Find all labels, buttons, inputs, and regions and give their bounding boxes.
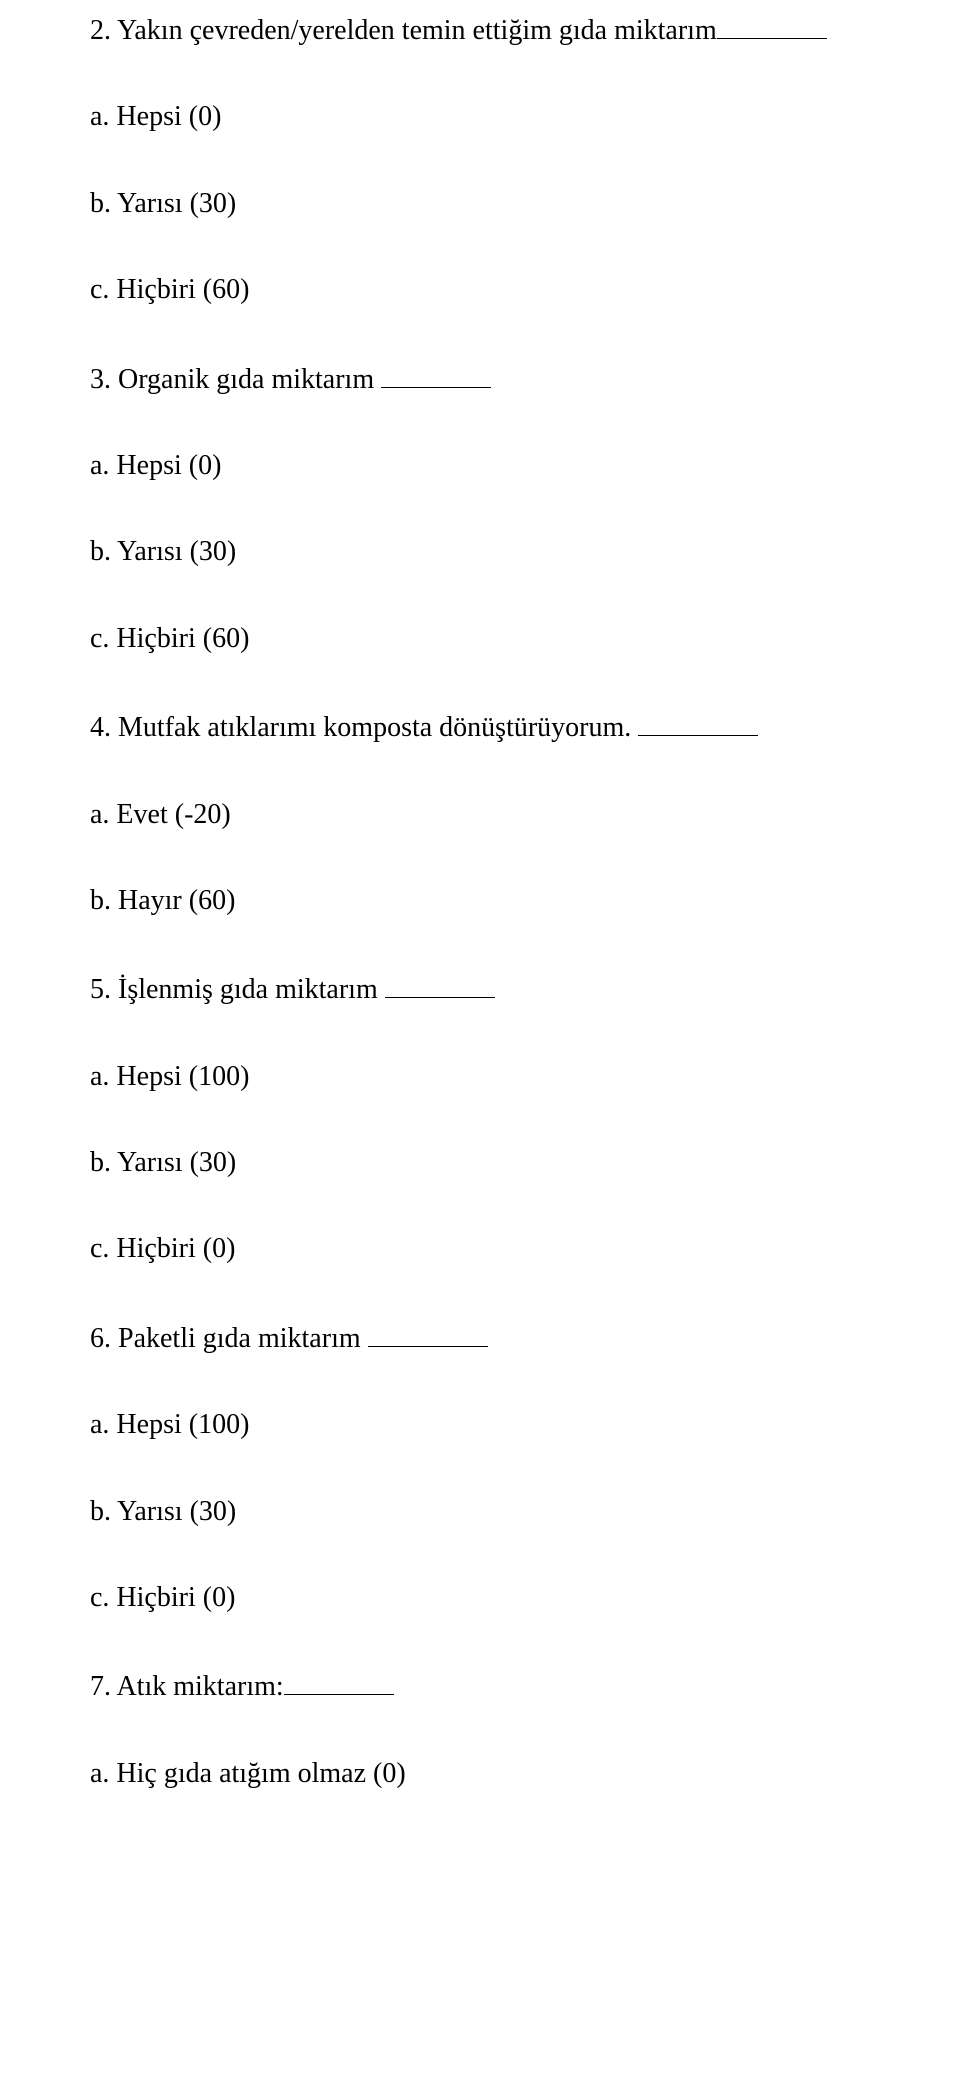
q5-option-a: a. Hepsi (100): [90, 1059, 870, 1095]
q3-option-c: c. Hiçbiri (60): [90, 621, 870, 657]
blank-q7: [284, 1666, 394, 1695]
q5-option-c: c. Hiçbiri (0): [90, 1231, 870, 1267]
q6-option-b: b. Yarısı (30): [90, 1494, 870, 1530]
q4-option-a: a. Evet (-20): [90, 797, 870, 833]
page-container: 2. Yakın çevreden/yerelden temin ettiğim…: [0, 0, 960, 2074]
blank-q2: [717, 10, 827, 39]
question-7: 7. Atık miktarım:: [90, 1666, 870, 1705]
blank-q4: [638, 707, 758, 736]
q5-option-b: b. Yarısı (30): [90, 1145, 870, 1181]
question-3: 3. Organik gıda miktarım: [90, 359, 870, 398]
q3-option-b: b. Yarısı (30): [90, 534, 870, 570]
blank-q6: [368, 1318, 488, 1347]
q4-option-b: b. Hayır (60): [90, 883, 870, 919]
question-4: 4. Mutfak atıklarımı komposta dönüştürüy…: [90, 707, 870, 746]
question-4-text: 4. Mutfak atıklarımı komposta dönüştürüy…: [90, 712, 638, 743]
question-3-text: 3. Organik gıda miktarım: [90, 364, 381, 395]
q2-option-c: c. Hiçbiri (60): [90, 272, 870, 308]
q6-option-c: c. Hiçbiri (0): [90, 1580, 870, 1616]
question-5: 5. İşlenmiş gıda miktarım: [90, 969, 870, 1008]
question-6-text: 6. Paketli gıda miktarım: [90, 1323, 368, 1354]
blank-q3: [381, 359, 491, 388]
q3-option-a: a. Hepsi (0): [90, 448, 870, 484]
question-6: 6. Paketli gıda miktarım: [90, 1318, 870, 1357]
question-2-text: 2. Yakın çevreden/yerelden temin ettiğim…: [90, 15, 717, 46]
q2-option-b: b. Yarısı (30): [90, 186, 870, 222]
blank-q5: [385, 969, 495, 998]
question-2: 2. Yakın çevreden/yerelden temin ettiğim…: [90, 10, 870, 49]
q2-option-a: a. Hepsi (0): [90, 99, 870, 135]
question-7-text: 7. Atık miktarım:: [90, 1671, 284, 1702]
question-5-text: 5. İşlenmiş gıda miktarım: [90, 974, 385, 1005]
q6-option-a: a. Hepsi (100): [90, 1407, 870, 1443]
q7-option-a: a. Hiç gıda atığım olmaz (0): [90, 1756, 870, 1792]
